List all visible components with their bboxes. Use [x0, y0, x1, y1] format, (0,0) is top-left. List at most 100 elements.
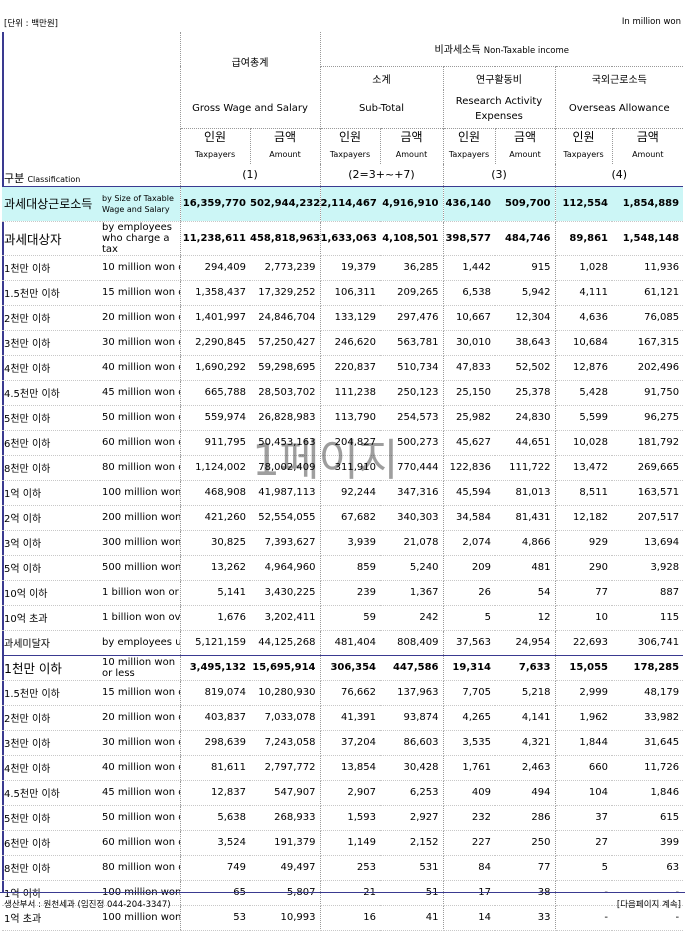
row-label-ko: 5천만 이하	[2, 405, 100, 431]
cell-value: 4,108,501	[380, 221, 444, 256]
cell-value: 2,999	[555, 680, 612, 706]
classification-en: Classification	[27, 174, 81, 184]
cell-value: 3,495,132	[179, 654, 250, 681]
cell-value: 77	[555, 580, 612, 606]
row-label-ko: 1천만 이하	[2, 654, 100, 681]
amount-en: Amount	[509, 150, 541, 160]
cell-value: 3,202,411	[250, 605, 321, 631]
cell-value: 5,942	[495, 280, 556, 306]
cell-value: 250	[495, 830, 556, 856]
cell-value: 220,837	[320, 355, 380, 381]
cell-value: 340,303	[380, 505, 444, 531]
cell-value: 481	[495, 555, 556, 581]
cell-value: 11,238,611	[179, 221, 250, 256]
unit-label-korean: [단위 : 백만원]	[4, 19, 59, 29]
cell-value: 63	[612, 855, 684, 881]
cell-value: 50,453,163	[250, 430, 321, 456]
cell-value: 250,123	[380, 380, 444, 406]
cell-value: 7,243,058	[250, 730, 321, 756]
cell-value: 887	[612, 580, 684, 606]
cell-value: 409	[443, 780, 495, 806]
cell-value: 12,837	[179, 780, 250, 806]
gross-header-en: Gross Wage and Salary	[179, 90, 321, 128]
cell-value: 24,846,704	[250, 305, 321, 331]
cell-value: 45,627	[443, 430, 495, 456]
cell-value: 76,662	[320, 680, 380, 706]
row-label-en: 30 million won or less	[100, 730, 180, 756]
cell-value: 91,750	[612, 380, 684, 406]
taxpayers-header: 인원 Taxpayers	[555, 127, 613, 164]
cell-value: 24,830	[495, 405, 556, 431]
cell-value: 191,379	[250, 830, 321, 856]
cell-value: 10,028	[555, 430, 612, 456]
nontax-header-en: Non-Taxable income	[483, 46, 570, 57]
amount-ko: 금액	[513, 130, 537, 145]
cell-value: 290	[555, 555, 612, 581]
cell-value: 1,846	[612, 780, 684, 806]
cell-value: 33,982	[612, 705, 684, 731]
cell-value: 52,554,055	[250, 505, 321, 531]
cell-value: 481,404	[320, 630, 380, 656]
cell-value: 269,665	[612, 455, 684, 481]
cell-value: 1,358,437	[179, 280, 250, 306]
cell-value: 1,690,292	[179, 355, 250, 381]
row-label-en: 10 million won or less	[100, 255, 180, 281]
table-row: 1천만 이하 10 million won or less 3,495,132 15,…	[2, 654, 684, 681]
cell-value: 3,928	[612, 555, 684, 581]
cell-value: 13,694	[612, 530, 684, 556]
cell-value: 49,497	[250, 855, 321, 881]
row-label-en: 50 million won or less	[100, 405, 180, 431]
cell-value: 227	[443, 830, 495, 856]
row-label-en: 200 million won or less	[100, 505, 180, 531]
cell-value: 1,442	[443, 255, 495, 281]
cell-value: 911,795	[179, 430, 250, 456]
taxpayers-ko: 인원	[338, 130, 362, 145]
cell-value: 8,511	[555, 480, 612, 506]
cell-value: 81,431	[495, 505, 556, 531]
taxpayers-header: 인원 Taxpayers	[179, 127, 251, 164]
cell-value: 113,790	[320, 405, 380, 431]
continued-note: [다음페이지 계속]	[616, 900, 681, 910]
cell-value: 28,503,702	[250, 380, 321, 406]
cell-value: 96,275	[612, 405, 684, 431]
cell-value: 2,797,772	[250, 755, 321, 781]
research-header-en: Research Activity Expenses	[443, 90, 556, 128]
gross-header-ko: 급여총계	[179, 32, 321, 90]
row-label-en: 15 million won or less	[100, 680, 180, 706]
cell-value: 207,517	[612, 505, 684, 531]
cell-value: 4,111	[555, 280, 612, 306]
cell-value: 12,304	[495, 305, 556, 331]
cell-value: 447,586	[380, 654, 444, 681]
row-label-en: 45 million won or less	[100, 380, 180, 406]
cell-value: 2,114,467	[320, 185, 380, 222]
cell-value: 399	[612, 830, 684, 856]
row-label-ko: 10억 초과	[2, 605, 100, 631]
cell-value: 5	[443, 605, 495, 631]
cell-value: 41,391	[320, 705, 380, 731]
row-label-en: 1 billion won or less	[100, 580, 180, 606]
cell-value: 246,620	[320, 330, 380, 356]
amount-header: 금액 Amount	[380, 127, 444, 164]
cell-value: 4,964,960	[250, 555, 321, 581]
cell-value: 25,378	[495, 380, 556, 406]
cell-value: 7,393,627	[250, 530, 321, 556]
row-label-ko: 과세대상근로소득	[2, 185, 100, 222]
cell-value: 45,594	[443, 480, 495, 506]
research-header-en-2: Expenses	[475, 110, 523, 122]
footer: 생산부서 : 원천세과 (임진정 044-204-3347) [다음페이지 계속…	[0, 892, 685, 917]
cell-value: 298,639	[179, 730, 250, 756]
cell-value: 15,055	[555, 654, 612, 681]
cell-value: 311,910	[320, 455, 380, 481]
cell-value: 665,788	[179, 380, 250, 406]
cell-value: 163,571	[612, 480, 684, 506]
taxpayers-ko: 인원	[203, 130, 227, 145]
cell-value: 421,260	[179, 505, 250, 531]
amount-header: 금액 Amount	[612, 127, 684, 164]
cell-value: 202,496	[612, 355, 684, 381]
amount-header: 금액 Amount	[250, 127, 321, 164]
cell-value: 57,250,427	[250, 330, 321, 356]
cell-value: 1,962	[555, 705, 612, 731]
cell-value: 76,085	[612, 305, 684, 331]
